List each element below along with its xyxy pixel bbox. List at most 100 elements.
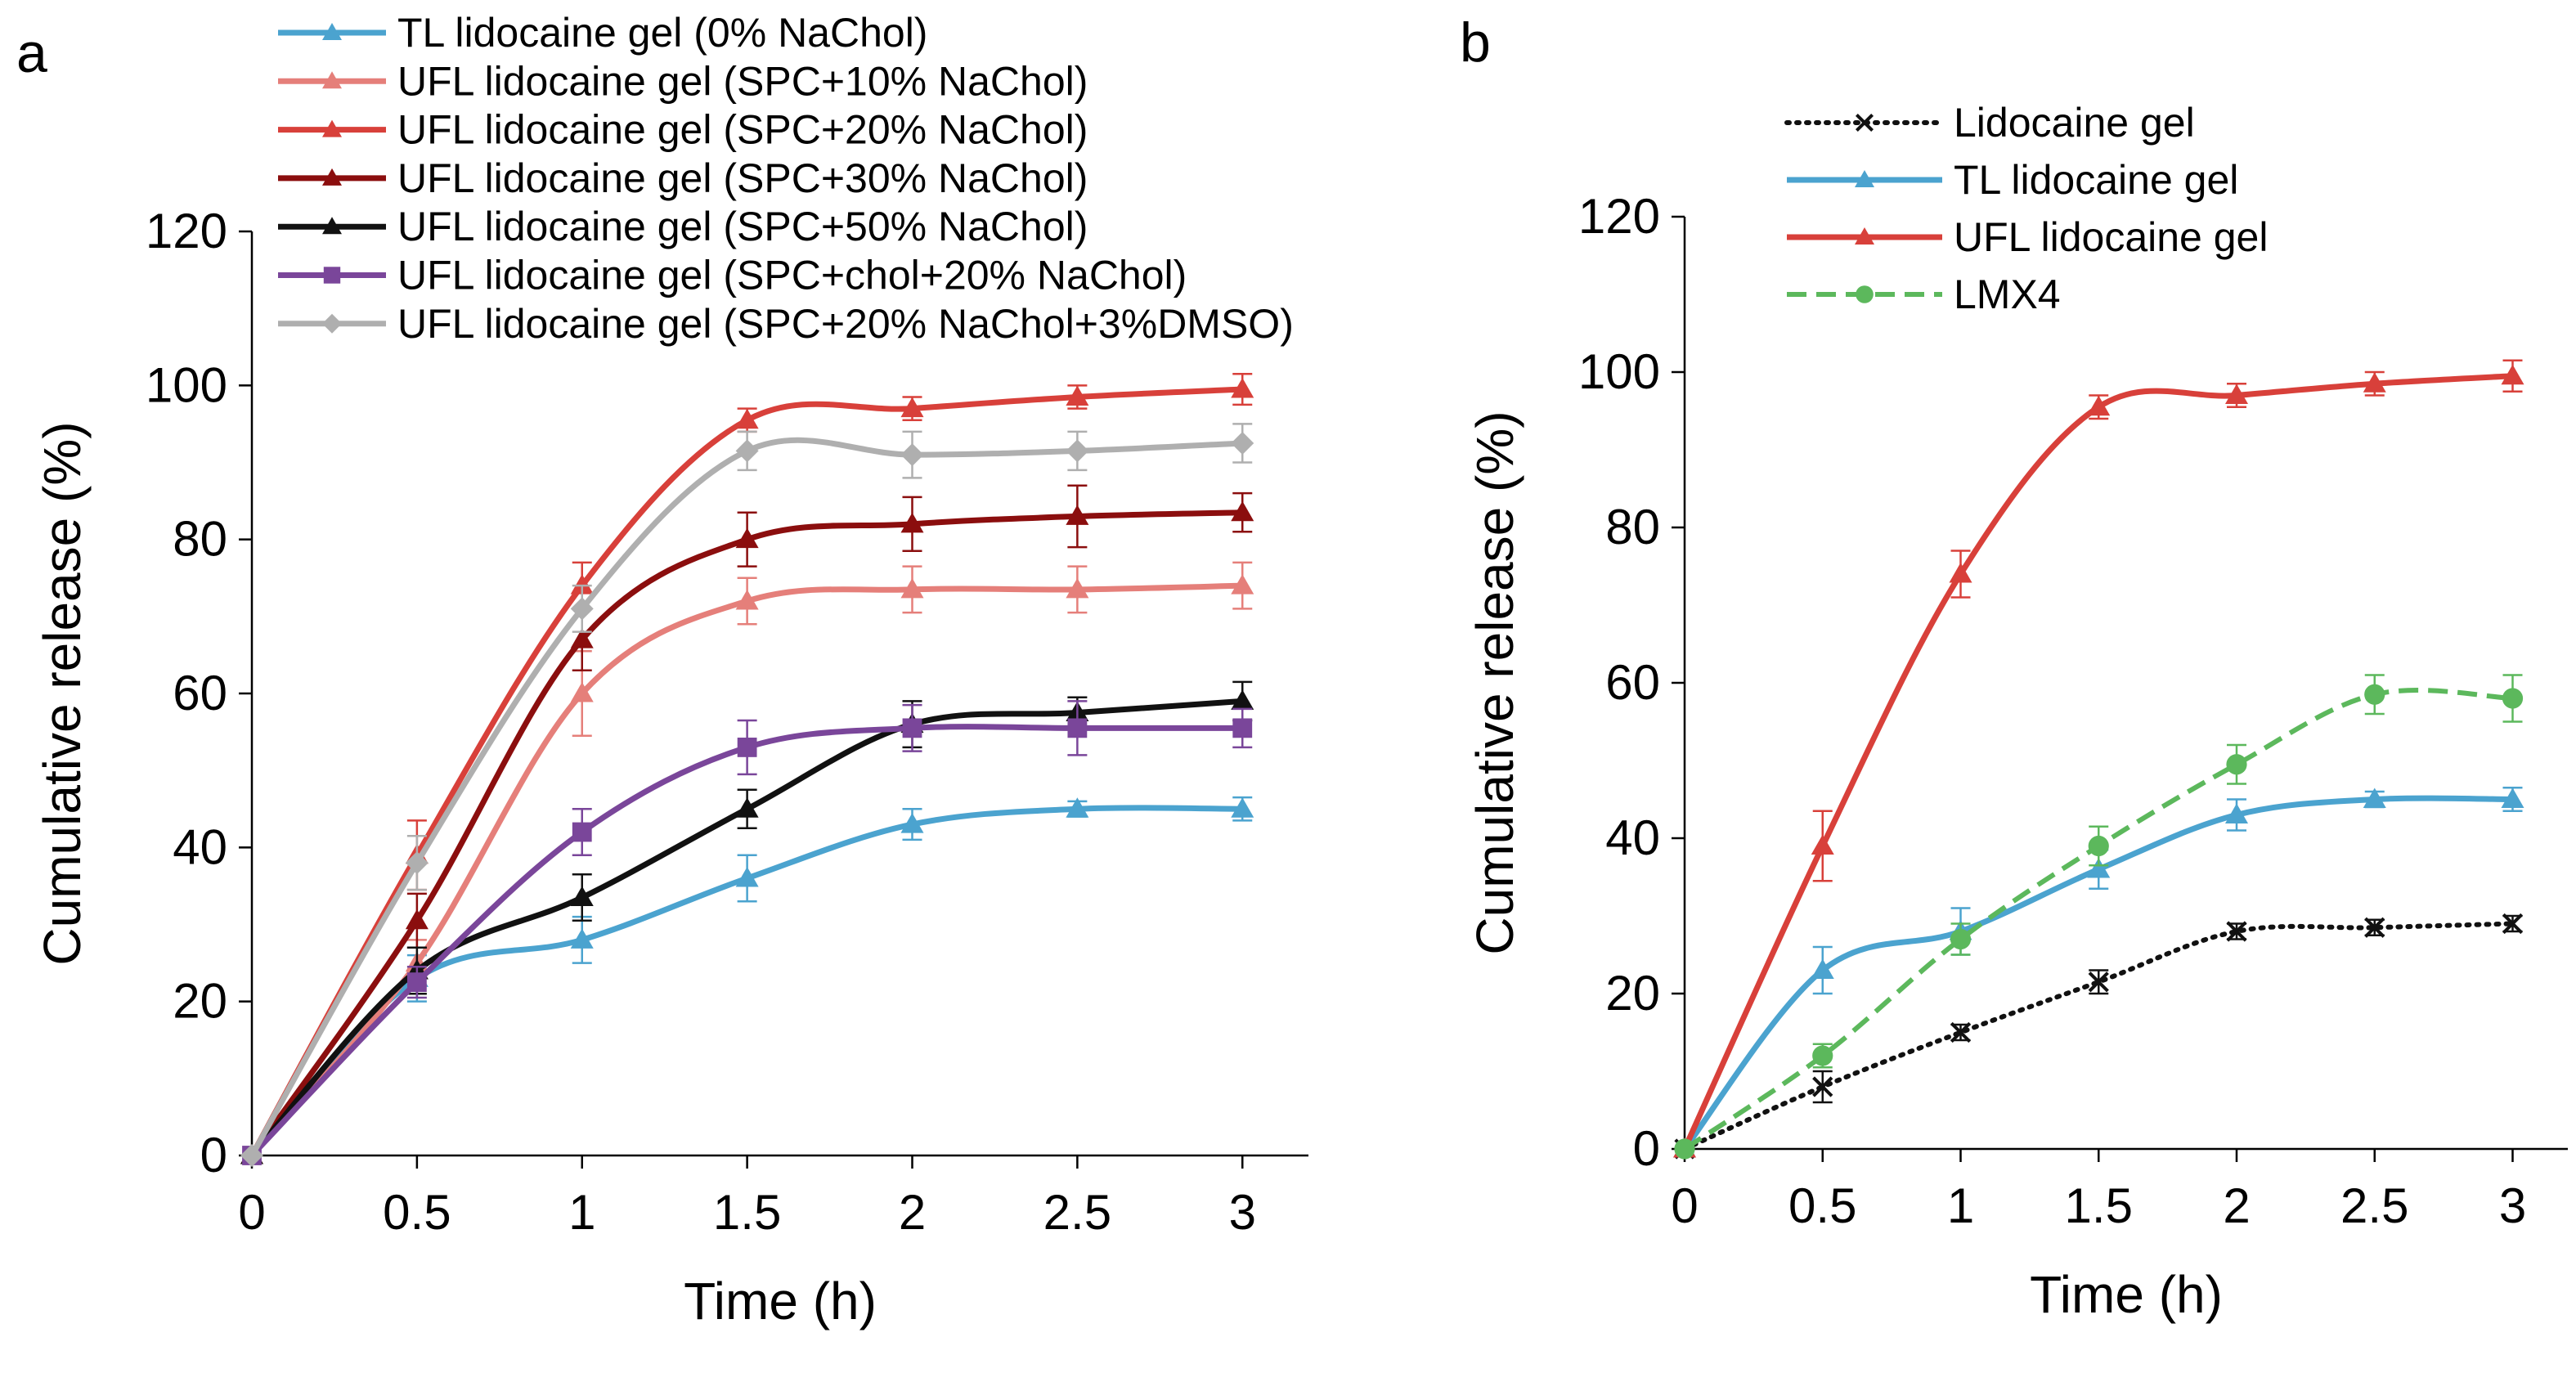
panel-a-series-line	[249, 386, 1243, 1157]
panel-b-y-tick-label: 100	[1578, 344, 1660, 399]
panel-b-data-point	[2225, 384, 2248, 404]
panel-b-data-point-stroke-2	[2502, 913, 2524, 935]
panel-b-data-point-stroke-2	[2088, 971, 2109, 993]
panel-b-x-tick-label: 2.5	[2340, 1178, 2408, 1233]
panel-b-chart: 0 20 40 60 80 100 120 0 0.5 1 1.5 2 2.5 3 Time (h) Cumu…	[1465, 100, 2568, 1324]
panel-b-legend-label: LMX4	[1954, 271, 2061, 317]
panel-a-y-axis-title: Cumulative release (%)	[33, 421, 92, 965]
panel-a-data-point	[240, 1144, 263, 1167]
panel-b-x-axis-title: Time (h)	[2030, 1265, 2223, 1324]
panel-a-data-point	[1231, 378, 1254, 398]
panel-b-series-4	[1674, 674, 2524, 1160]
panel-a-data-point	[570, 886, 594, 907]
panel-a-data-point	[1231, 500, 1254, 522]
panel-b-legend-marker-stroke-2	[1855, 113, 1874, 132]
panel-a-data-point	[900, 397, 924, 418]
panel-b-legend-marker	[1856, 285, 1874, 303]
panel-a-legend-label: UFL lidocaine gel (SPC+20% NaChol)	[397, 107, 1088, 153]
panel-b-x-tick-label: 1	[1947, 1178, 1974, 1233]
panel-a-data-point	[1066, 439, 1089, 463]
panel-a-x-tick-label: 2	[899, 1185, 926, 1240]
panel-a-data-point	[735, 797, 759, 818]
panel-a-data-point	[1231, 689, 1254, 710]
panel-b-series-3	[1673, 359, 2524, 1158]
panel-b-series-line	[1683, 688, 2513, 1151]
panel-a-data-point	[1231, 574, 1254, 595]
panel-a-data-point	[900, 577, 924, 599]
panel-a-legend-marker	[323, 267, 341, 284]
panel-b-legend-marker	[1855, 227, 1874, 245]
panel-b-data-point	[2364, 684, 2385, 705]
panel-a-data-point	[570, 597, 594, 621]
panel-a-data-point	[900, 512, 924, 533]
panel-a-legend-marker	[322, 23, 342, 40]
panel-a-legend-label: UFL lidocaine gel (SPC+30% NaChol)	[397, 155, 1088, 201]
panel-a-data-point	[902, 718, 922, 738]
panel-a-y-tick-label: 80	[173, 512, 227, 567]
panel-a-data-point	[1066, 385, 1089, 406]
panel-b-data-point	[2501, 787, 2524, 808]
panel-b-data-point	[2087, 858, 2111, 878]
panel-b-legend: Lidocaine gel TL lidocaine gel UFL lidocai…	[1784, 100, 2268, 317]
panel-a-data-point	[405, 851, 429, 875]
panel-a-x-tick-label: 1	[568, 1185, 595, 1240]
panel-a-data-point	[1232, 718, 1253, 738]
panel-a-legend-label: UFL lidocaine gel (SPC+chol+20% NaChol)	[397, 253, 1187, 298]
panel-b-data-point	[1812, 1045, 1833, 1066]
panel-a-y-tick-label: 0	[200, 1128, 227, 1182]
panel-b-data-point	[2226, 921, 2247, 942]
panel-b-data-point	[2502, 688, 2524, 709]
panel-a-legend-marker	[322, 168, 342, 186]
panel-a-data-point	[1066, 797, 1089, 818]
panel-a-data-point	[735, 439, 759, 463]
panel-b-data-point	[1950, 928, 1972, 950]
panel-a-series-line	[249, 509, 1243, 1158]
panel-a-data-point	[1231, 431, 1254, 455]
panel-b-y-tick-label: 20	[1605, 966, 1660, 1021]
panel-b-data-point	[1811, 958, 1834, 979]
panel-a-legend-label: UFL lidocaine gel (SPC+50% NaChol)	[397, 204, 1088, 249]
panel-a-data-point	[406, 972, 427, 993]
panel-a-data-point	[1066, 577, 1089, 599]
panel-b-legend-marker	[1855, 113, 1874, 132]
panel-b-data-point-stroke-2	[1812, 1076, 1833, 1097]
panel-a-x-tick-label: 0	[238, 1185, 265, 1240]
panel-b-data-point-stroke-2	[2226, 921, 2247, 942]
panel-a-legend-marker	[322, 313, 342, 334]
panel-b-label: b	[1460, 11, 1491, 74]
panel-a-series-6	[242, 700, 1253, 1165]
panel-b-x-tick-label: 3	[2499, 1178, 2526, 1233]
panel-b-data-point-stroke-2	[1950, 1021, 1972, 1043]
panel-b-x-tick-label: 0.5	[1788, 1178, 1856, 1233]
panel-b-legend-label: UFL lidocaine gel	[1954, 214, 2268, 260]
panel-a-legend: TL lidocaine gel (0% NaChol)UFL lidocain…	[278, 10, 1294, 347]
panel-a-legend-label: UFL lidocaine gel (SPC+10% NaChol)	[397, 58, 1088, 104]
panel-a-x-axis-title: Time (h)	[684, 1272, 877, 1330]
panel-a-data-point	[570, 574, 594, 595]
panel-a-y-tick-label: 100	[146, 357, 227, 412]
panel-a-legend-marker	[322, 217, 342, 235]
panel-b-data-point	[1950, 1021, 1972, 1043]
panel-a-x-tick-label: 3	[1229, 1185, 1256, 1240]
panel-b-data-point	[2226, 754, 2247, 775]
panel-b-data-point	[2501, 364, 2524, 385]
panel-a-series-line	[249, 437, 1243, 1157]
panel-a-data-point	[572, 822, 592, 842]
panel-b-x-tick-label: 2	[2223, 1178, 2250, 1233]
panel-a-x-tick-label: 0.5	[383, 1185, 451, 1240]
panel-a-series-1	[240, 796, 1254, 1164]
panel-a-data-point	[1231, 797, 1254, 818]
panel-b-legend-label: TL lidocaine gel	[1954, 157, 2238, 203]
panel-a-data-point	[405, 909, 429, 930]
panel-b-data-point	[2087, 395, 2111, 416]
panel-b-data-point	[1949, 563, 1972, 583]
panel-b-y-tick-label: 40	[1605, 810, 1660, 865]
panel-a-data-point	[900, 443, 924, 467]
panel-b-data-point	[2363, 372, 2386, 393]
panel-b-legend-marker	[1855, 170, 1874, 187]
panel-a-data-point	[737, 738, 757, 757]
panel-a-data-point	[735, 527, 759, 549]
panel-a-x-tick-label: 1.5	[713, 1185, 781, 1240]
panel-b-data-point	[2363, 787, 2386, 808]
